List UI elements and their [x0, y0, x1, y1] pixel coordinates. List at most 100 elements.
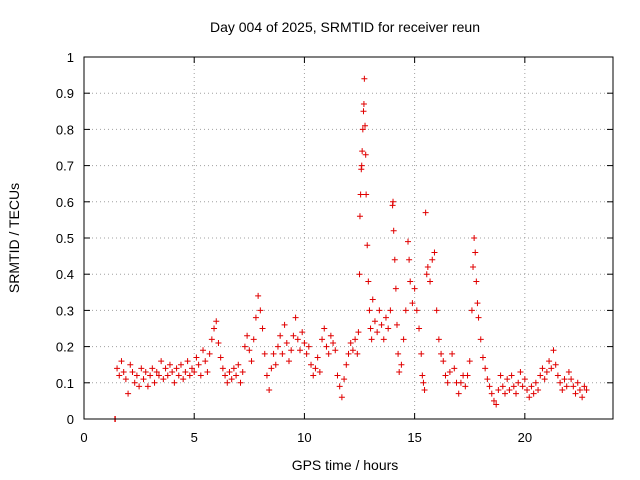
data-point [288, 347, 295, 354]
x-tick-label: 0 [80, 430, 87, 445]
data-point [122, 376, 129, 383]
data-point [360, 108, 367, 115]
data-point [535, 387, 542, 394]
data-point [484, 376, 491, 383]
data-point [398, 361, 405, 368]
data-point [391, 256, 398, 263]
data-point [219, 365, 226, 372]
data-point [272, 361, 279, 368]
data-point [204, 368, 211, 375]
data-point [195, 361, 202, 368]
data-point [334, 372, 341, 379]
data-point [158, 358, 165, 365]
data-point [138, 365, 145, 372]
data-point [277, 332, 284, 339]
data-point [226, 368, 233, 375]
data-point [475, 314, 482, 321]
data-point [387, 307, 394, 314]
data-point [248, 358, 255, 365]
data-point [462, 383, 469, 390]
data-point [416, 325, 423, 332]
data-point [382, 314, 389, 321]
data-point [250, 336, 257, 343]
data-point [581, 383, 588, 390]
y-tick-label: 1 [67, 50, 74, 65]
y-tick-labels: 0 0.1 0.2 0.3 0.4 0.5 0.6 0.7 0.8 0.9 1 [56, 50, 74, 427]
data-point [488, 390, 495, 397]
data-point [336, 383, 343, 390]
y-tick-label: 0.5 [56, 231, 74, 246]
data-point [477, 336, 484, 343]
data-point [565, 368, 572, 375]
data-point [413, 307, 420, 314]
y-tick-label: 0.8 [56, 122, 74, 137]
data-point [440, 358, 447, 365]
data-point [574, 379, 581, 386]
data-point [366, 307, 373, 314]
data-point [407, 278, 414, 285]
data-point [129, 368, 136, 375]
data-point [116, 372, 123, 379]
data-point [118, 358, 125, 365]
data-point [252, 314, 259, 321]
data-point [338, 394, 345, 401]
data-point [493, 401, 500, 408]
data-point [136, 383, 143, 390]
x-tick-label: 20 [518, 430, 532, 445]
data-point [433, 307, 440, 314]
data-point [421, 387, 428, 394]
data-point [510, 383, 517, 390]
data-point [378, 321, 385, 328]
data-point [579, 394, 586, 401]
data-point [506, 387, 513, 394]
data-point [570, 383, 577, 390]
data-point [451, 365, 458, 372]
data-point [486, 383, 493, 390]
data-point [233, 372, 240, 379]
data-point [237, 379, 244, 386]
data-point [552, 361, 559, 368]
data-point [374, 329, 381, 336]
data-point [362, 122, 369, 129]
data-point [349, 347, 356, 354]
data-point [355, 329, 362, 336]
data-point [470, 263, 477, 270]
data-point [541, 376, 548, 383]
data-point [224, 379, 231, 386]
data-point [230, 365, 237, 372]
data-point [186, 372, 193, 379]
data-point [393, 321, 400, 328]
data-point [290, 332, 297, 339]
data-point [281, 321, 288, 328]
data-point [171, 379, 178, 386]
data-point [263, 372, 270, 379]
data-point [120, 368, 127, 375]
data-point [270, 350, 277, 357]
y-tick-label: 0.3 [56, 303, 74, 318]
data-point [301, 339, 308, 346]
data-point [427, 278, 434, 285]
data-point [557, 379, 564, 386]
data-point [312, 365, 319, 372]
y-tick-label: 0.4 [56, 267, 74, 282]
data-point [241, 343, 248, 350]
chart-title: Day 004 of 2025, SRMTID for receiver reu… [210, 19, 480, 35]
data-point [180, 376, 187, 383]
data-point [364, 242, 371, 249]
data-point [133, 372, 140, 379]
data-point [490, 397, 497, 404]
data-point [405, 238, 412, 245]
data-point [499, 383, 506, 390]
data-point [347, 339, 354, 346]
data-point [524, 387, 531, 394]
data-point [376, 307, 383, 314]
data-point [175, 372, 182, 379]
data-point [395, 350, 402, 357]
axis-ticks [83, 56, 613, 420]
data-point [173, 365, 180, 372]
data-point [131, 379, 138, 386]
data-point [517, 368, 524, 375]
data-point [239, 368, 246, 375]
data-point [177, 361, 184, 368]
data-point [114, 365, 121, 372]
